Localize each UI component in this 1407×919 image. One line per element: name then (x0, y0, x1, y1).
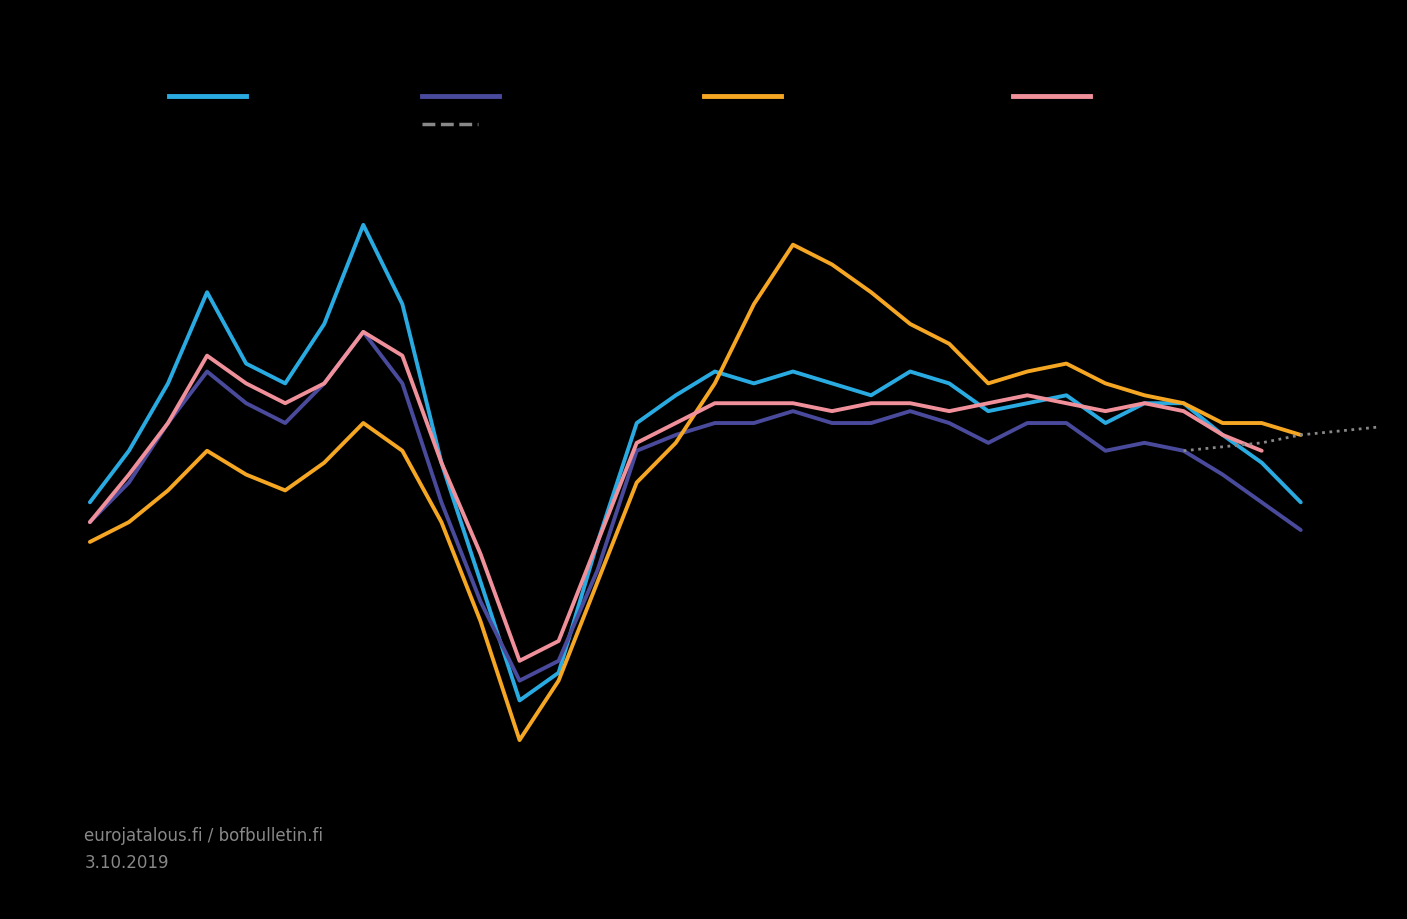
Text: 3.10.2019: 3.10.2019 (84, 855, 169, 872)
Text: eurojatalous.fi / bofbulletin.fi: eurojatalous.fi / bofbulletin.fi (84, 827, 324, 845)
